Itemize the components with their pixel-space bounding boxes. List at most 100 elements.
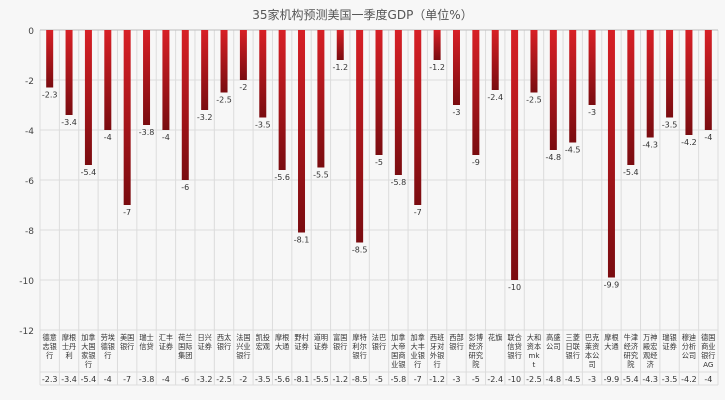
category-label: 法巴银行 xyxy=(372,333,386,351)
table-value: -4 xyxy=(104,375,112,384)
bar xyxy=(530,30,538,93)
data-label: -5.6 xyxy=(274,173,290,182)
category-label: 劳埃德银行 xyxy=(101,333,115,360)
y-tick-label: 0 xyxy=(28,27,34,37)
bar xyxy=(685,30,693,135)
data-label: -5.4 xyxy=(623,168,639,177)
category-label: 汇丰证券 xyxy=(159,333,173,351)
data-label: -3.2 xyxy=(197,113,213,122)
category-label: 凯投宏观 xyxy=(256,333,270,351)
category-label: 高盛公司 xyxy=(546,333,560,351)
data-label: -1.2 xyxy=(332,63,348,72)
category-label: 摩根大通 xyxy=(275,333,289,351)
chart-title: 35家机构预测美国一季度GDP（单位%） xyxy=(252,8,473,22)
data-label: -4 xyxy=(104,133,112,142)
data-label: -4 xyxy=(704,133,712,142)
table-value: -3 xyxy=(452,375,460,384)
category-label: 加拿大丰业银行 xyxy=(411,333,425,369)
data-label: -2 xyxy=(239,83,247,92)
data-label: -3 xyxy=(452,108,460,117)
data-label: -2.5 xyxy=(526,96,542,105)
y-tick-label: -10 xyxy=(19,277,34,287)
bar xyxy=(104,30,112,130)
bar xyxy=(452,30,460,105)
y-tick-label: -12 xyxy=(19,327,34,337)
table-value: -5.4 xyxy=(623,375,639,384)
table-value: -3.4 xyxy=(61,375,77,384)
bar xyxy=(84,30,92,165)
category-label: 穆迪分析公司 xyxy=(682,333,696,360)
data-label: -2.4 xyxy=(487,93,503,102)
data-label: -4.8 xyxy=(546,153,562,162)
data-label: -3 xyxy=(588,108,596,117)
bar xyxy=(123,30,131,205)
y-tick-label: -6 xyxy=(25,177,34,187)
bar xyxy=(298,30,306,233)
category-label: 摩根大通 xyxy=(604,333,618,351)
table-value: -3 xyxy=(588,375,596,384)
category-label: 巴克莱资本公司 xyxy=(585,333,599,369)
bar xyxy=(317,30,325,168)
table-value: -5.8 xyxy=(391,375,407,384)
data-label: -9 xyxy=(472,158,480,167)
bar xyxy=(239,30,247,80)
data-label: -4 xyxy=(162,133,170,142)
data-label: -5.8 xyxy=(391,178,407,187)
category-label: 万神殿宏观经济 xyxy=(643,333,657,369)
table-value: -2 xyxy=(239,375,247,384)
data-label: -3.5 xyxy=(255,121,271,130)
data-label: -3.5 xyxy=(662,121,678,130)
table-value: -7 xyxy=(414,375,422,384)
table-value: -8.5 xyxy=(352,375,368,384)
category-label: 瑞银证券 xyxy=(662,333,676,351)
category-label: 摩根士丹利 xyxy=(62,333,76,360)
data-label: -8.1 xyxy=(294,236,310,245)
bar xyxy=(143,30,151,125)
category-label: 花旗 xyxy=(488,333,502,342)
table-value: -4.2 xyxy=(681,375,697,384)
table-value: -1.2 xyxy=(332,375,348,384)
table-value: -4.3 xyxy=(642,375,658,384)
data-label: -5 xyxy=(375,158,383,167)
bar xyxy=(278,30,286,170)
category-label: 西太银行 xyxy=(217,333,231,351)
category-label: 荷兰国际集团 xyxy=(178,333,192,360)
data-label: -4.5 xyxy=(565,146,581,155)
category-label: 法国兴业银行 xyxy=(236,333,250,360)
table-value: -2.3 xyxy=(42,375,58,384)
category-label: 道明证券 xyxy=(314,333,328,351)
table-value: -3.5 xyxy=(255,375,271,384)
table-value: -5 xyxy=(472,375,480,384)
table-value: -2.4 xyxy=(487,375,503,384)
category-label: 彭博经济研究院 xyxy=(469,333,483,369)
table-value: -4.5 xyxy=(565,375,581,384)
data-label: -8.5 xyxy=(352,246,368,255)
category-label: 美国银行 xyxy=(120,333,134,351)
bar xyxy=(627,30,635,165)
data-label: -7 xyxy=(414,208,422,217)
table-value: -3.8 xyxy=(139,375,155,384)
table-value: -2.5 xyxy=(216,375,232,384)
data-label: -7 xyxy=(123,208,131,217)
table-value: -10 xyxy=(508,375,521,384)
category-label: 富国银行 xyxy=(333,333,347,351)
bar xyxy=(704,30,712,130)
table-value: -3.5 xyxy=(662,375,678,384)
data-label: -2.3 xyxy=(42,91,58,100)
bar xyxy=(549,30,557,150)
bar xyxy=(394,30,402,175)
y-tick-label: -2 xyxy=(25,77,34,87)
bar xyxy=(220,30,228,93)
data-label: -2.5 xyxy=(216,96,232,105)
table-value: -5.4 xyxy=(81,375,97,384)
table-value: -5.6 xyxy=(274,375,290,384)
bar xyxy=(356,30,364,243)
category-label: 加拿大国家银行 xyxy=(81,333,95,369)
table-value: -7 xyxy=(123,375,131,384)
category-label: 西部银行 xyxy=(449,333,463,351)
bar xyxy=(511,30,519,280)
data-label: -3.4 xyxy=(61,118,77,127)
bar xyxy=(491,30,499,90)
